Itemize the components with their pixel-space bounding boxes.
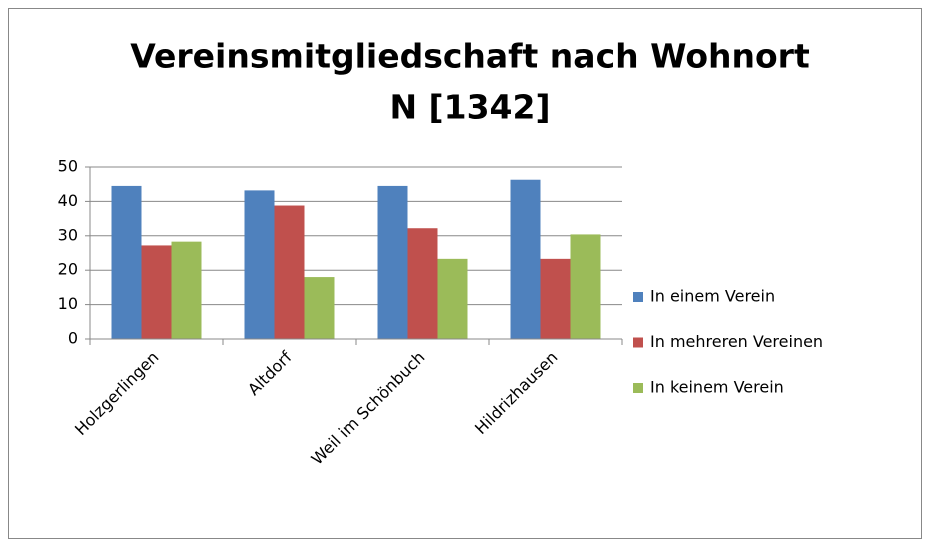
bar	[377, 185, 408, 339]
y-tick-label: 0	[68, 329, 78, 348]
bar	[274, 205, 305, 339]
bar	[304, 277, 335, 339]
y-tick-label: 10	[58, 294, 78, 313]
y-tick-label: 20	[58, 260, 78, 279]
legend-label: In keinem Verein	[650, 378, 784, 397]
legend-swatch	[633, 337, 643, 348]
chart-border	[8, 8, 922, 539]
y-tick-label: 40	[58, 191, 78, 210]
legend-swatch	[633, 292, 643, 302]
legend-label: In einem Verein	[650, 287, 775, 306]
y-tick-label: 50	[58, 157, 78, 176]
bar	[141, 245, 172, 339]
chart-subtitle: N [1342]	[389, 88, 550, 127]
bar	[407, 228, 438, 339]
bar	[540, 258, 571, 339]
y-tick-label: 30	[58, 225, 78, 244]
bar	[437, 258, 468, 339]
legend-label: In mehreren Vereinen	[650, 332, 823, 351]
bar	[244, 190, 275, 339]
chart-title: Vereinsmitgliedschaft nach Wohnort	[130, 37, 810, 76]
bar	[570, 234, 601, 339]
bar	[510, 179, 541, 339]
bar	[171, 241, 202, 339]
legend-swatch	[633, 383, 643, 393]
bar	[111, 185, 142, 339]
